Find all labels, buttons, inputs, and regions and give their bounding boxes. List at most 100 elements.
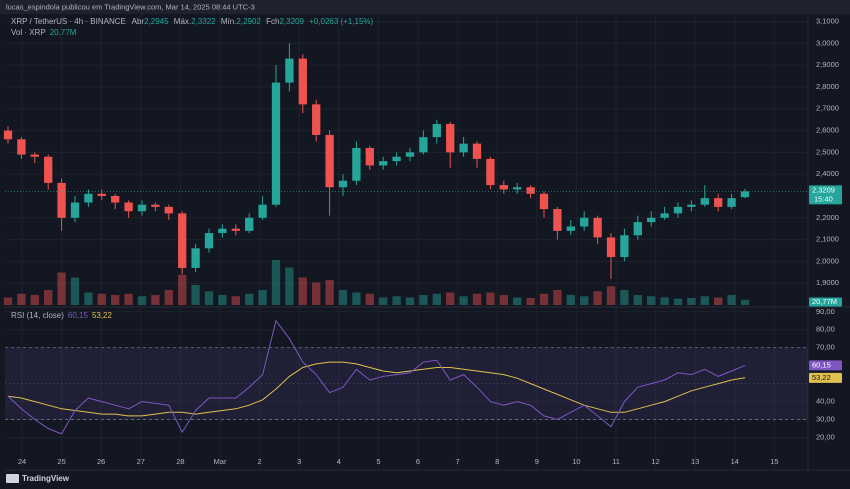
legend-label: Mín.	[221, 17, 237, 26]
x-tick-label: 9	[535, 457, 539, 466]
rsi-ma-line	[7, 361, 746, 417]
legend-label: Abr	[132, 17, 145, 26]
volume-bar	[472, 293, 482, 305]
footer: TradingView	[6, 474, 70, 483]
volume-bar	[580, 296, 589, 305]
volume-bar	[312, 282, 321, 305]
volume-bar	[647, 296, 656, 305]
candle-body	[714, 198, 723, 207]
x-tick-label: 4	[337, 457, 341, 466]
candle-body	[44, 156, 53, 183]
candle-body	[151, 204, 160, 207]
volume-bar	[44, 290, 53, 305]
volume-bar	[486, 292, 495, 305]
legend-label: Vol · XRP	[11, 28, 46, 37]
rsi-tick-label: 80,00	[816, 325, 835, 334]
volume-bar	[178, 275, 187, 305]
candle-body	[178, 213, 187, 268]
volume-bar	[325, 280, 334, 305]
rsi-band	[5, 347, 808, 420]
header: lucas_espindola publicou em TradingView.…	[6, 2, 255, 11]
candle-body	[513, 187, 522, 190]
volume-bar	[459, 296, 468, 305]
y-tick-label: 2,5000	[816, 147, 839, 156]
grid	[5, 14, 808, 470]
volume-bar	[191, 285, 200, 305]
x-tick-label: 12	[651, 457, 659, 466]
rsi-tick-label: 40,00	[816, 397, 835, 406]
axes: 24 25 26 27 28 Mar 2 3 4 5 6 7 8 9 10 11 12 13 14 15 1,9000 2…	[5, 17, 842, 466]
legend-change: +0,0263 (+1,15%)	[309, 17, 373, 26]
rsi-ma-value: 53,22	[92, 311, 113, 320]
candle-body	[526, 187, 535, 194]
rsi-ma-tag-bg	[809, 372, 842, 383]
candle-body	[620, 235, 629, 258]
candle-body	[124, 202, 133, 212]
y-tick-label: 2,7000	[816, 104, 839, 113]
legend-value: 2,2902	[236, 17, 261, 26]
legend-symbol: XRP / TetherUS · 4h · BINANCE	[11, 17, 126, 26]
volume-bar	[566, 295, 575, 305]
volume-legend: Vol · XRP 20,77M	[11, 28, 77, 37]
rsi-tag: 60,15	[812, 360, 831, 369]
rsi-tick-label: 30,00	[816, 415, 835, 424]
volume-bar	[231, 296, 240, 305]
candle-body	[700, 198, 709, 205]
candle-body	[191, 248, 200, 268]
candle-body	[97, 193, 106, 196]
volume-bar	[164, 290, 173, 305]
legend: XRP / TetherUS · 4h · BINANCE Abr2,2945 …	[11, 17, 374, 26]
y-tick-label: 2,1000	[816, 235, 839, 244]
candle-body	[231, 228, 240, 231]
volume-bar	[700, 296, 709, 305]
x-tick-label: 15	[770, 457, 778, 466]
volume-tag-bg	[809, 297, 842, 307]
y-tick-label: 2,8000	[816, 82, 839, 91]
volume-bar	[352, 292, 361, 305]
volume-bar	[137, 296, 147, 305]
price-tag: 2,3209	[812, 185, 835, 194]
volume-bar	[446, 292, 455, 305]
volume-bar	[204, 291, 214, 305]
candle-body	[539, 193, 549, 210]
x-tick-label: 28	[176, 457, 184, 466]
candle-body	[499, 185, 508, 190]
legend-label: Máx.	[174, 17, 191, 26]
volume-bar	[218, 295, 227, 305]
legend-value: 20,77M	[50, 28, 77, 37]
volume-bar	[526, 298, 535, 305]
candle-body	[566, 226, 575, 231]
volume-bar	[3, 297, 13, 305]
volume-bar	[258, 290, 267, 305]
x-tick-label: 27	[137, 457, 145, 466]
candle-body	[472, 143, 482, 159]
candle-body	[446, 124, 455, 153]
candle-body	[647, 217, 656, 223]
y-tick-label: 3,1000	[816, 17, 839, 26]
y-tick-label: 2,2000	[816, 213, 839, 222]
candle-body	[633, 222, 642, 236]
volume-bar	[432, 293, 441, 305]
candle-body	[365, 148, 374, 166]
x-tick-label: 5	[376, 457, 380, 466]
volume-bar	[70, 277, 80, 305]
y-tick-label: 2,9000	[816, 60, 839, 69]
candle-body	[271, 82, 281, 205]
volume-bar	[593, 291, 602, 305]
x-tick-label: 2	[258, 457, 262, 466]
x-tick-label: 13	[691, 457, 699, 466]
x-tick-label: 10	[572, 457, 580, 466]
volume-bar	[620, 290, 629, 305]
candle-body	[673, 206, 683, 214]
volume-bar	[392, 296, 401, 305]
candle-body	[3, 130, 13, 140]
price-tag-bg	[809, 185, 842, 205]
volume-bar	[365, 293, 374, 305]
volume-bar	[740, 299, 750, 305]
y-tick-label: 2,6000	[816, 126, 839, 135]
legend-value: 2,3209	[279, 17, 304, 26]
rsi-pane	[5, 319, 808, 435]
volume-bar	[606, 286, 616, 305]
volume-bar	[151, 295, 160, 305]
x-tick-label: 3	[297, 457, 301, 466]
